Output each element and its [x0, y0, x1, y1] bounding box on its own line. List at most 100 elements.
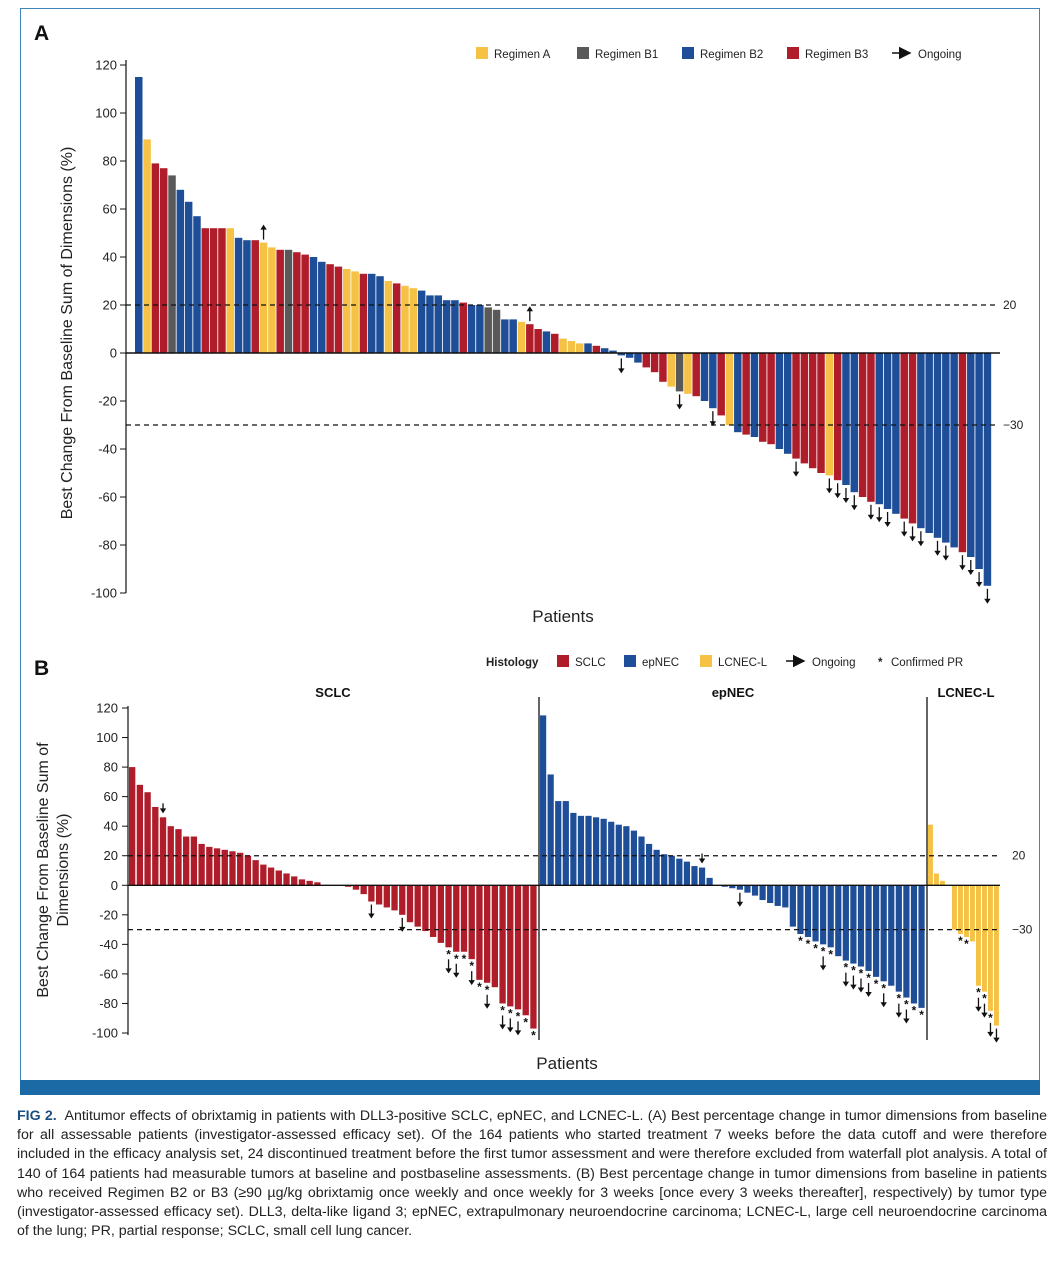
a-bar — [808, 353, 817, 469]
b-confirmed-pr-asterisk-icon: * — [462, 952, 467, 966]
b-bar — [206, 846, 213, 886]
a-bar — [783, 353, 792, 454]
a-bar — [792, 353, 800, 459]
a-bar — [867, 353, 875, 502]
a-tick-label: 80 — [103, 154, 117, 169]
a-tick-label: 40 — [103, 250, 117, 265]
a-bar — [509, 319, 517, 353]
b-confirmed-pr-asterisk-icon: * — [866, 971, 871, 985]
b-bar — [676, 858, 683, 886]
panel-b-y-axis-label-line2: Dimensions (%) — [55, 814, 72, 927]
b-bar — [842, 885, 849, 961]
b-bar — [751, 885, 759, 896]
b-bar — [298, 879, 306, 886]
a-bar — [168, 175, 176, 353]
b-bar — [476, 885, 483, 980]
a-ongoing-arrow-icon — [618, 358, 625, 374]
b-bar — [736, 885, 743, 890]
b-bar — [940, 880, 945, 886]
a-tick-label: 120 — [95, 58, 117, 73]
a-bar — [625, 353, 634, 358]
a-bar — [858, 353, 867, 497]
b-bar — [530, 885, 537, 1029]
a-ongoing-arrow-icon — [676, 394, 683, 410]
a-bar — [284, 249, 293, 353]
a-bar — [709, 353, 717, 409]
b-bar — [422, 885, 429, 932]
b-tick-label: 120 — [96, 701, 118, 716]
b-bar — [910, 885, 918, 1004]
b-bar — [275, 870, 282, 886]
b-ongoing-arrow-icon — [865, 982, 872, 997]
b-bar — [144, 792, 151, 886]
a-bar — [442, 300, 451, 353]
a-tick-label: -20 — [98, 394, 117, 409]
a-bar — [243, 240, 251, 353]
b-bar — [360, 885, 367, 895]
b-ongoing-arrow-icon — [850, 975, 857, 990]
a-bar — [725, 353, 734, 425]
b-bar — [468, 885, 475, 960]
legend-lcnec: LCNEC-L — [718, 657, 768, 669]
b-bar — [683, 861, 691, 886]
a-bar — [351, 271, 359, 353]
a-bar — [334, 266, 343, 353]
b-confirmed-pr-asterisk-icon: * — [976, 986, 981, 1000]
b-bar — [406, 885, 414, 923]
b-confirmed-pr-asterisk-icon: * — [881, 981, 886, 995]
panel-b-label: B — [34, 657, 49, 680]
b-confirmed-pr-asterisk-icon: * — [828, 947, 833, 961]
a-bar — [326, 264, 334, 353]
a-bar — [159, 168, 168, 353]
figure-caption: FIG 2. Antitumor effects of obrixtamig i… — [17, 1107, 1047, 1241]
a-ongoing-arrow-icon — [792, 461, 800, 477]
figure-charts: A Regimen A Regimen B1 Regimen B2 Regime… — [34, 22, 1033, 1073]
b-ongoing-arrow-icon — [895, 1003, 903, 1018]
b-tick-label: 80 — [104, 760, 118, 775]
a-bar — [401, 285, 409, 353]
a-ongoing-arrow-icon — [967, 560, 974, 575]
b-bar — [895, 885, 902, 992]
b-bar — [873, 885, 880, 977]
b-bar — [570, 812, 577, 886]
b-bar — [608, 821, 615, 886]
b-ongoing-arrow-icon — [453, 963, 460, 978]
b-bar — [592, 817, 600, 886]
panel-b-y-axis-label-line1: Best Change From Baseline Sum of — [35, 742, 52, 998]
b-bar — [857, 885, 865, 967]
b-bar — [850, 885, 857, 964]
b-bar — [491, 885, 499, 988]
b-tick-label: -80 — [99, 996, 118, 1011]
b-confirmed-pr-asterisk-icon: * — [912, 1003, 917, 1017]
legend-histology-title: Histology — [486, 657, 539, 669]
b-ongoing-arrow-icon — [445, 959, 452, 974]
a-bar — [459, 302, 467, 353]
panel-a-legend: Regimen A Regimen B1 Regimen B2 Regimen … — [476, 46, 961, 61]
b-bar — [797, 885, 804, 935]
a-ongoing-arrow-icon — [260, 224, 267, 240]
b-bar — [136, 784, 144, 886]
b-ongoing-arrow-icon — [736, 892, 744, 907]
b-bar — [460, 885, 468, 952]
panel-b-y-ticks: 120 100 80 60 40 20 0 -20 -40 -60 -80 -100 — [92, 701, 128, 1041]
b-bar — [190, 836, 198, 886]
b-tick-label: -100 — [92, 1026, 118, 1041]
b-ongoing-arrow-icon — [159, 803, 167, 814]
a-bar — [825, 353, 834, 476]
a-bar — [883, 353, 892, 509]
panel-a-bars — [135, 77, 992, 586]
b-tick-label: -60 — [99, 966, 118, 981]
a-bar — [833, 353, 842, 481]
b-bar — [577, 815, 585, 886]
legend-swatch-regimen-b3 — [787, 47, 799, 59]
a-ongoing-arrow-icon — [909, 526, 916, 542]
b-bar — [600, 818, 607, 886]
panel-b: B Histology SCLC epNEC LCNEC-L Ongoing *… — [34, 654, 1033, 1073]
a-ongoing-arrow-icon — [942, 545, 950, 561]
b-bar — [827, 885, 834, 948]
a-bar — [692, 353, 700, 397]
b-bar — [994, 885, 999, 1026]
b-bar — [159, 817, 167, 886]
a-bar — [700, 353, 709, 401]
legend-regimen-a: Regimen A — [494, 49, 551, 61]
